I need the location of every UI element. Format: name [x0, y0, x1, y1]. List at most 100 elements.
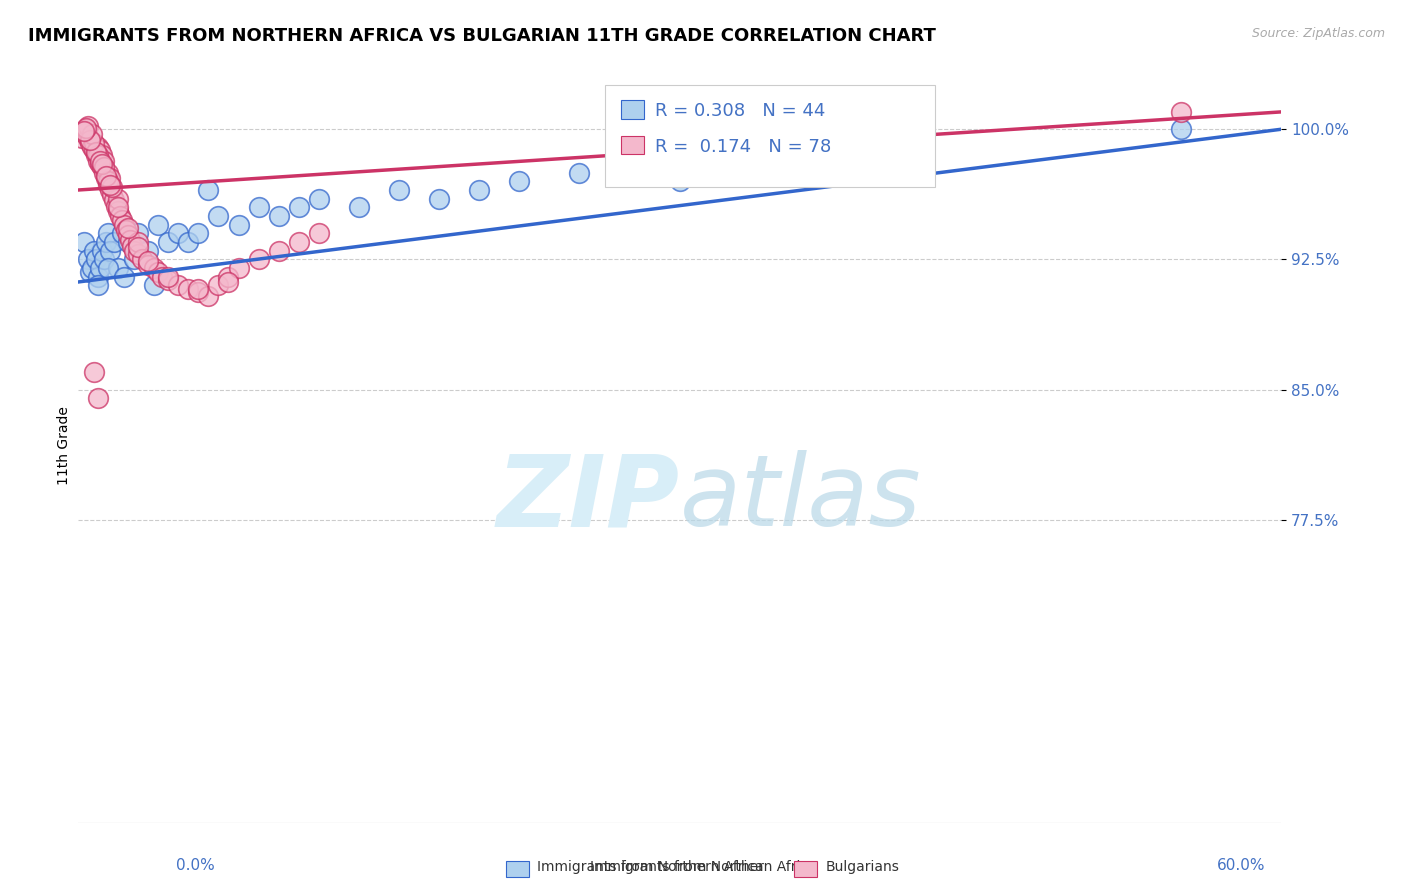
- Point: [89, 143, 111, 157]
- Point: [157, 273, 180, 287]
- Point: [150, 269, 173, 284]
- Point: [87, 153, 110, 168]
- Point: [228, 261, 250, 276]
- Point: [79, 136, 101, 150]
- Text: R = 0.308   N = 44: R = 0.308 N = 44: [655, 103, 825, 120]
- Point: [287, 200, 309, 214]
- Point: [73, 235, 96, 249]
- Point: [105, 199, 128, 213]
- Point: [103, 194, 125, 208]
- Point: [75, 120, 97, 135]
- Point: [228, 218, 250, 232]
- Point: [79, 133, 101, 147]
- Point: [83, 136, 105, 150]
- Point: [77, 119, 100, 133]
- Point: [91, 148, 114, 162]
- Point: [136, 244, 159, 258]
- Point: [87, 139, 110, 153]
- Point: [110, 209, 132, 223]
- Point: [91, 157, 114, 171]
- Point: [148, 264, 170, 278]
- Text: 60.0%: 60.0%: [1218, 858, 1265, 873]
- Point: [197, 289, 219, 303]
- Point: [127, 227, 149, 241]
- Point: [107, 192, 129, 206]
- Point: [668, 174, 690, 188]
- Point: [122, 244, 145, 258]
- Text: Source: ZipAtlas.com: Source: ZipAtlas.com: [1251, 27, 1385, 40]
- Point: [107, 203, 129, 218]
- Text: atlas: atlas: [679, 450, 921, 548]
- Point: [98, 183, 121, 197]
- Point: [98, 244, 121, 258]
- Point: [247, 252, 270, 267]
- Point: [84, 252, 107, 267]
- Text: ZIP: ZIP: [496, 450, 679, 548]
- Point: [91, 244, 114, 258]
- Point: [197, 183, 219, 197]
- Point: [107, 261, 129, 276]
- Point: [388, 183, 411, 197]
- Point: [120, 233, 142, 247]
- Point: [1170, 104, 1192, 119]
- Point: [93, 166, 115, 180]
- Point: [83, 244, 105, 258]
- Point: [101, 179, 124, 194]
- Point: [103, 235, 125, 249]
- Text: IMMIGRANTS FROM NORTHERN AFRICA VS BULGARIAN 11TH GRADE CORRELATION CHART: IMMIGRANTS FROM NORTHERN AFRICA VS BULGA…: [28, 27, 936, 45]
- Point: [148, 218, 170, 232]
- Text: 0.0%: 0.0%: [176, 858, 215, 873]
- Text: Immigrants from Northern Africa: Immigrants from Northern Africa: [537, 860, 763, 874]
- Point: [167, 227, 190, 241]
- Text: Immigrants from Northern Africa: Immigrants from Northern Africa: [589, 860, 817, 874]
- Point: [218, 275, 240, 289]
- Point: [122, 252, 145, 267]
- Point: [96, 169, 118, 183]
- Point: [84, 148, 107, 162]
- Point: [112, 218, 135, 232]
- Point: [1170, 122, 1192, 136]
- Text: R =  0.174   N = 78: R = 0.174 N = 78: [655, 138, 831, 156]
- Point: [98, 170, 121, 185]
- Point: [143, 278, 166, 293]
- Point: [73, 124, 96, 138]
- Point: [97, 174, 120, 188]
- Point: [308, 227, 330, 241]
- Point: [82, 139, 104, 153]
- Point: [79, 264, 101, 278]
- Point: [97, 178, 120, 192]
- Point: [628, 166, 651, 180]
- Point: [112, 269, 135, 284]
- Point: [177, 235, 200, 249]
- Point: [89, 153, 111, 168]
- Point: [82, 128, 104, 142]
- Point: [84, 145, 107, 159]
- Point: [111, 227, 134, 241]
- Point: [87, 269, 110, 284]
- Point: [82, 261, 104, 276]
- Point: [83, 365, 105, 379]
- Point: [83, 143, 105, 157]
- Point: [111, 212, 134, 227]
- Point: [97, 261, 120, 276]
- Point: [101, 188, 124, 202]
- Point: [117, 235, 139, 249]
- Point: [93, 161, 115, 175]
- Point: [127, 240, 149, 254]
- Point: [87, 278, 110, 293]
- Point: [96, 170, 118, 185]
- Point: [143, 261, 166, 276]
- Point: [77, 252, 100, 267]
- Text: Bulgarians: Bulgarians: [825, 860, 900, 874]
- Point: [107, 200, 129, 214]
- Point: [136, 258, 159, 272]
- Point: [89, 157, 111, 171]
- Point: [136, 254, 159, 268]
- Point: [91, 161, 114, 175]
- Point: [97, 166, 120, 180]
- Point: [96, 235, 118, 249]
- Point: [117, 221, 139, 235]
- Point: [87, 148, 110, 162]
- Point: [93, 153, 115, 168]
- Point: [769, 157, 792, 171]
